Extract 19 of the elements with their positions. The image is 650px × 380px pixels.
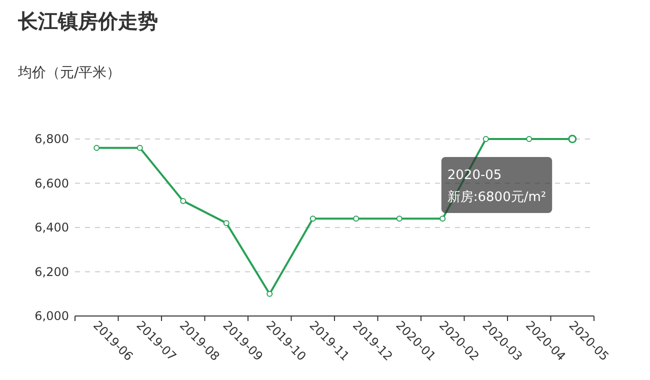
point — [310, 216, 316, 222]
y-tick-label: 6,600 — [34, 176, 69, 190]
chart-title: 长江镇房价走势 — [17, 9, 158, 33]
point — [136, 144, 143, 151]
annotation: 2020-05 新房:6800元/m² — [447, 168, 546, 205]
point — [94, 144, 100, 151]
y-tick-label: 6,000 — [34, 309, 69, 323]
y-tick-label: 6,200 — [34, 264, 69, 279]
point — [266, 290, 273, 297]
point — [223, 220, 230, 226]
point — [396, 216, 402, 222]
point — [482, 136, 489, 142]
y-axis-title: 均价（元/平米） — [17, 65, 121, 81]
point — [440, 216, 446, 222]
point — [526, 136, 532, 142]
y-tick-label: 6,800 — [34, 132, 69, 146]
point — [180, 198, 186, 204]
y-tick-label: 6,400 — [34, 220, 69, 234]
point — [353, 216, 360, 222]
